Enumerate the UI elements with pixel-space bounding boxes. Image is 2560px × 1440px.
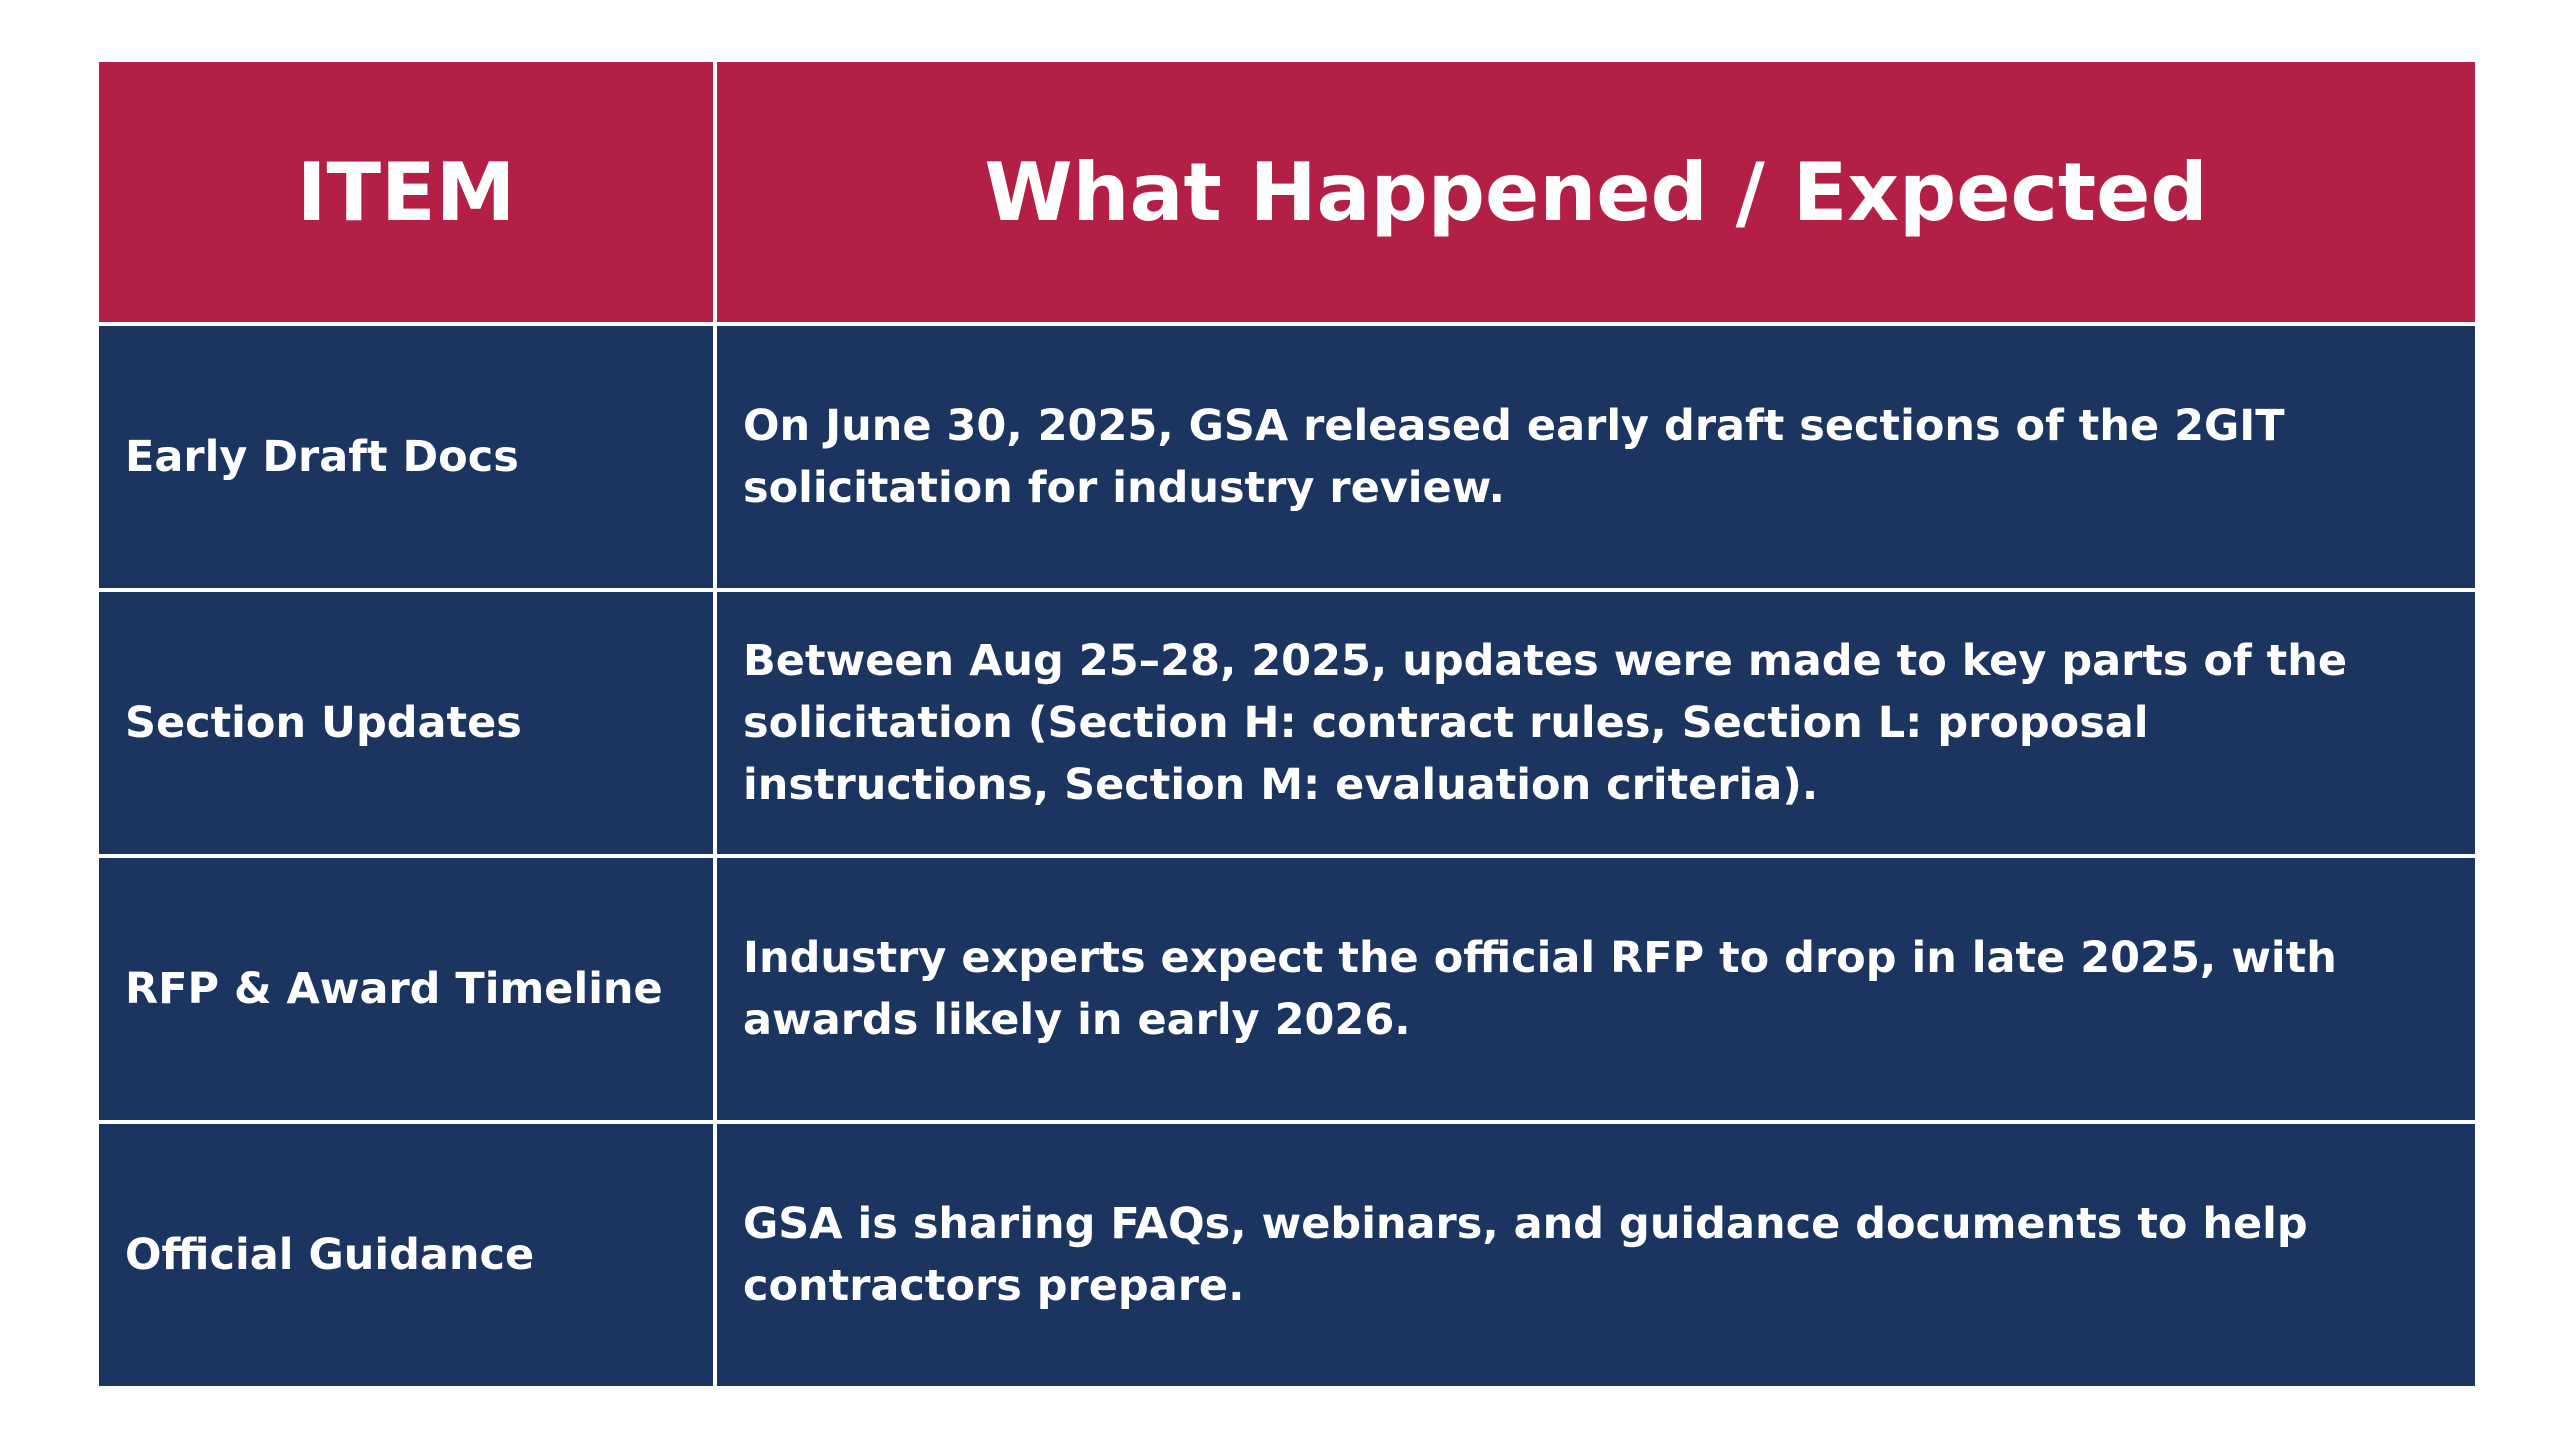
table-row: Section Updates Between Aug 25–28, 2025,… <box>95 588 2479 858</box>
item-description: On June 30, 2025, GSA released early dra… <box>713 322 2479 592</box>
item-label: RFP & Award Timeline <box>95 854 717 1124</box>
item-description: GSA is sharing FAQs, webinars, and guida… <box>713 1120 2479 1390</box>
item-label: Section Updates <box>95 588 717 858</box>
table-row: Early Draft Docs On June 30, 2025, GSA r… <box>95 322 2479 592</box>
table-header-row: ITEM What Happened / Expected <box>95 58 2479 326</box>
table-row: RFP & Award Timeline Industry experts ex… <box>95 854 2479 1124</box>
header-what-happened: What Happened / Expected <box>713 58 2479 326</box>
header-item: ITEM <box>95 58 717 326</box>
item-description: Industry experts expect the official RFP… <box>713 854 2479 1124</box>
item-description: Between Aug 25–28, 2025, updates were ma… <box>713 588 2479 858</box>
item-label: Early Draft Docs <box>95 322 717 592</box>
timeline-table: ITEM What Happened / Expected Early Draf… <box>95 58 2479 1390</box>
table-row: Official Guidance GSA is sharing FAQs, w… <box>95 1120 2479 1390</box>
item-label: Official Guidance <box>95 1120 717 1390</box>
